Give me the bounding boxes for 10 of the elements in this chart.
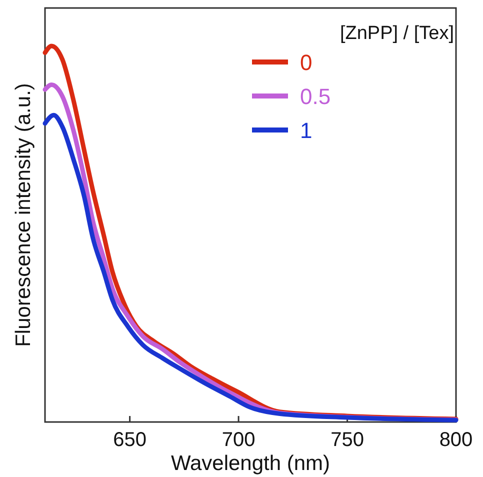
x-tick-label: 700	[222, 429, 256, 452]
x-tick-label: 750	[330, 429, 364, 452]
legend-label: 0.5	[300, 84, 331, 109]
x-tick-label: 800	[439, 429, 473, 452]
y-axis-title: Fluorescence intensity (a.u.)	[12, 83, 35, 347]
x-axis-title: Wavelength (nm)	[170, 452, 330, 475]
legend-title: [ZnPP] / [Tex]	[340, 23, 454, 44]
legend-label: 1	[300, 118, 312, 143]
x-tick-label: 650	[113, 429, 146, 452]
legend-label: 0	[300, 50, 312, 75]
